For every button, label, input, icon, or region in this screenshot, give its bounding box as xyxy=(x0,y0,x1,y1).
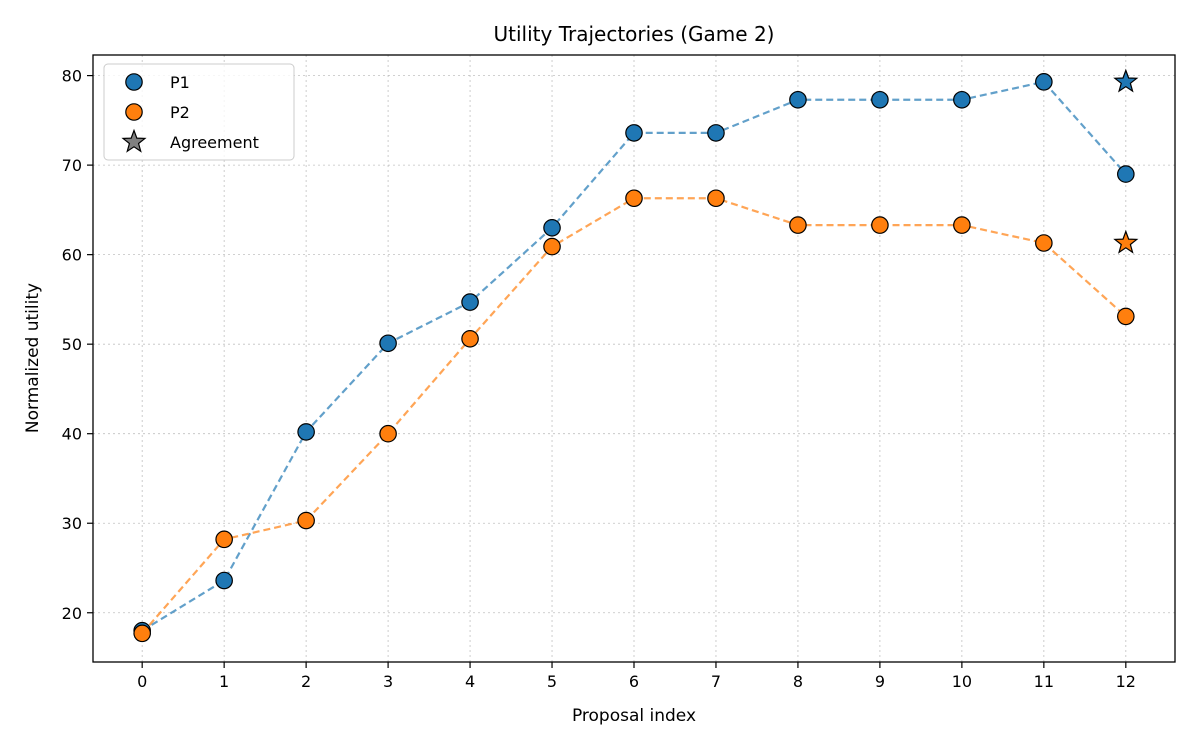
data-point-p2 xyxy=(789,216,807,234)
data-point-p1 xyxy=(953,90,971,109)
agreement-star-p1 xyxy=(1113,68,1139,93)
data-point-p1 xyxy=(625,124,643,142)
y-axis-label: Normalized utility xyxy=(23,283,43,433)
x-tick-label: 3 xyxy=(383,672,393,691)
data-point-p1 xyxy=(379,334,397,353)
data-point-p2 xyxy=(625,189,643,208)
data-point-p1 xyxy=(543,218,561,237)
y-tick-label: 50 xyxy=(62,335,82,354)
y-tick-label: 70 xyxy=(62,156,82,175)
x-tick-label: 1 xyxy=(219,672,229,691)
data-point-p2 xyxy=(297,511,315,530)
x-tick-label: 7 xyxy=(711,672,721,691)
x-tick-label: 10 xyxy=(952,672,972,691)
legend-marker-agreement xyxy=(121,128,147,153)
x-tick-label: 5 xyxy=(547,672,557,691)
data-point-p2 xyxy=(871,216,889,234)
x-tick-label: 6 xyxy=(629,672,639,691)
legend-label-p1: P1 xyxy=(170,73,190,92)
data-point-p1 xyxy=(871,90,889,109)
x-tick-label: 4 xyxy=(465,672,475,691)
legend-label-agreement: Agreement xyxy=(170,133,259,152)
x-tick-label: 11 xyxy=(1034,672,1054,691)
legend-marker-p2 xyxy=(125,103,143,121)
x-tick-label: 8 xyxy=(793,672,803,691)
data-point-p2 xyxy=(707,189,725,208)
legend: P1 P2 Agreement xyxy=(103,63,295,161)
plot-frame xyxy=(92,54,1176,663)
y-tick-label: 40 xyxy=(62,425,82,444)
data-point-p2 xyxy=(133,624,151,643)
series-points xyxy=(133,68,1139,643)
x-tick-label: 9 xyxy=(875,672,885,691)
x-tick-label: 2 xyxy=(301,672,311,691)
data-point-p2 xyxy=(543,237,561,256)
x-tick-label: 12 xyxy=(1116,672,1136,691)
y-tick-label: 20 xyxy=(62,604,82,623)
legend-marker-p1 xyxy=(125,73,143,91)
data-point-p1 xyxy=(297,423,315,441)
data-point-p2 xyxy=(461,330,479,348)
y-tick-label: 80 xyxy=(62,67,82,86)
data-point-p1 xyxy=(707,124,725,142)
legend-box xyxy=(103,63,295,161)
data-point-p2 xyxy=(953,216,971,234)
data-point-p1 xyxy=(1117,165,1135,183)
agreement-star-p2 xyxy=(1113,229,1139,254)
data-point-p2 xyxy=(379,424,397,443)
data-point-p1 xyxy=(789,90,807,109)
x-axis-label: Proposal index xyxy=(572,706,696,726)
x-tick-label: 0 xyxy=(137,672,147,691)
legend-markers xyxy=(121,73,147,153)
chart-title: Utility Trajectories (Game 2) xyxy=(494,22,775,46)
y-tick-label: 30 xyxy=(62,514,82,533)
grid-layer xyxy=(93,55,1175,662)
data-point-p1 xyxy=(1035,73,1053,91)
data-point-p2 xyxy=(1035,234,1053,252)
data-point-p1 xyxy=(461,293,479,311)
data-point-p2 xyxy=(1117,307,1135,326)
data-point-p1 xyxy=(215,571,233,590)
legend-label-p2: P2 xyxy=(170,103,190,122)
y-tick-label: 60 xyxy=(62,246,82,265)
data-point-p2 xyxy=(215,530,233,549)
